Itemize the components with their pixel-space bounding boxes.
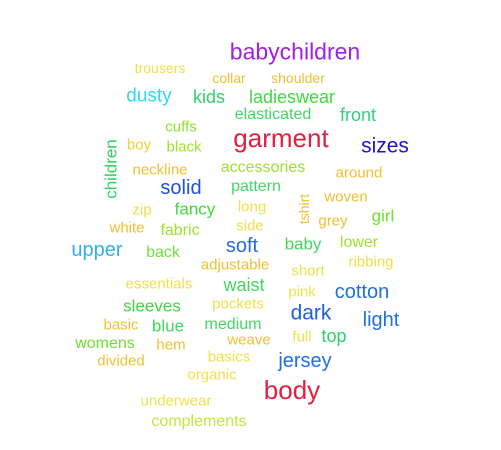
word-black: black (166, 138, 202, 156)
word-around: around (335, 164, 383, 182)
word-neckline: neckline (132, 161, 188, 179)
word-collar: collar (212, 70, 246, 86)
word-top: top (321, 326, 347, 346)
word-side: side (236, 217, 264, 235)
word-girl: girl (371, 206, 395, 226)
word-divided: divided (97, 352, 145, 370)
word-fancy: fancy (174, 199, 216, 219)
word-womens: womens (75, 335, 135, 352)
word-baby: baby (284, 234, 322, 254)
word-weave: weave (227, 331, 271, 349)
word-ladieswear: ladieswear (248, 87, 336, 107)
word-pink: pink (288, 283, 316, 301)
word-fabric: fabric (160, 222, 200, 239)
word-white: white (109, 219, 145, 237)
word-pattern: pattern (231, 178, 281, 195)
word-lower: lower (339, 234, 379, 251)
word-light: light (362, 309, 400, 331)
word-ribbing: ribbing (348, 253, 394, 271)
word-back: back (146, 244, 180, 261)
word-cuffs: cuffs (165, 118, 197, 136)
word-essentials: essentials (125, 275, 193, 293)
word-jersey: jersey (278, 350, 332, 372)
word-complements: complements (151, 413, 247, 430)
word-sleeves: sleeves (123, 296, 181, 316)
word-dark: dark (290, 301, 332, 325)
word-underwear: underwear (140, 392, 212, 410)
word-shoulder: shoulder (271, 70, 325, 86)
word-blue: blue (151, 316, 185, 336)
word-solid: solid (160, 177, 202, 199)
word-waist: waist (223, 275, 265, 295)
word-pockets: pockets (212, 295, 264, 313)
word-grey: grey (318, 212, 348, 230)
word-adjustable: adjustable (200, 256, 270, 274)
word-woven: woven (324, 188, 368, 206)
word-basics: basics (207, 348, 251, 366)
word-front: front (339, 105, 377, 125)
word-upper: upper (71, 239, 123, 261)
word-soft: soft (225, 235, 259, 257)
word-garment: garment (233, 123, 329, 153)
word-dusty: dusty (126, 85, 172, 107)
word-cotton: cotton (334, 281, 390, 303)
word-medium: medium (204, 316, 262, 333)
word-organic: organic (187, 366, 237, 384)
word-accessories: accessories (220, 159, 306, 176)
word-kids: kids (192, 87, 226, 107)
word-body: body (263, 375, 321, 405)
word-tshirt: tshirt (296, 193, 312, 225)
word-babychildren: babychildren (229, 38, 361, 65)
word-zip: zip (132, 201, 152, 219)
word-full: full (292, 328, 312, 346)
word-long: long (237, 198, 267, 216)
word-hem: hem (156, 336, 186, 354)
word-basic: basic (103, 316, 139, 334)
word-children: children (101, 139, 121, 199)
word-boy: boy (126, 136, 152, 154)
word-elasticated: elasticated (234, 106, 312, 123)
word-trousers: trousers (134, 60, 186, 76)
word-short: short (291, 262, 325, 280)
word-sizes: sizes (361, 134, 409, 158)
